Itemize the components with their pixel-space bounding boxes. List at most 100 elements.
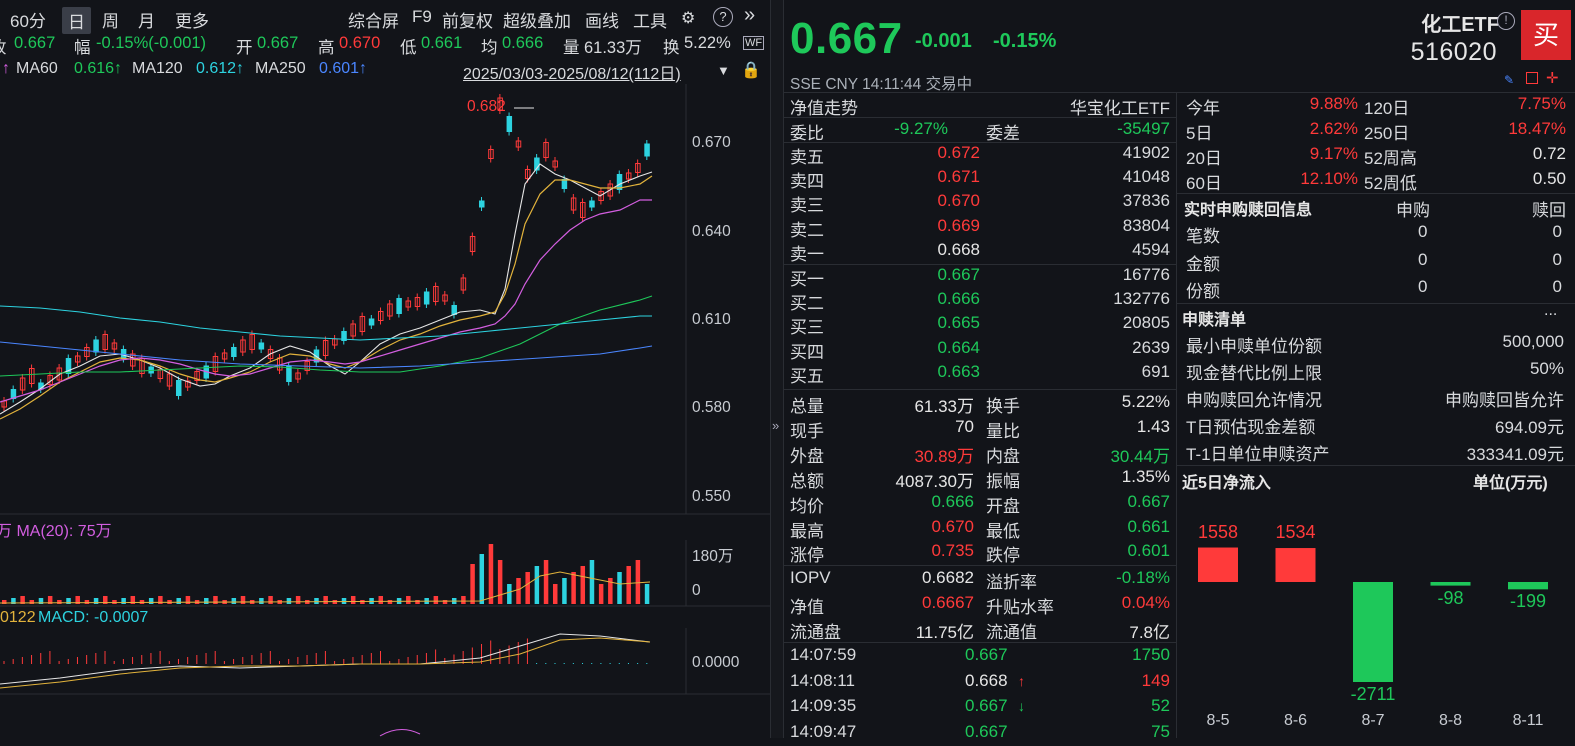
ask-row[interactable]: 卖一 0.668 4594 (790, 240, 1170, 264)
level-price: 0.669 (937, 215, 980, 235)
candle-body (442, 294, 448, 302)
period-month[interactable]: 月 (138, 12, 155, 31)
bid-row[interactable]: 买一 0.667 16776 (790, 265, 1170, 289)
ask-row[interactable]: 卖五 0.672 41902 (790, 143, 1170, 167)
lock-icon[interactable]: 🔒 (741, 62, 761, 79)
candle-body (74, 355, 81, 363)
bid-row[interactable]: 买三 0.665 20805 (790, 313, 1170, 337)
inflow-title: 近5日净流入 (1182, 475, 1271, 492)
composite-screen-button[interactable]: 综合屏 (348, 12, 399, 31)
stat-value: 7.8亿 (1129, 623, 1170, 643)
volume-bar (112, 600, 117, 604)
stat-label: 溢折率 (986, 573, 1037, 593)
volume-bar (562, 578, 567, 604)
redeem-list-value: 333341.09元 (1466, 445, 1564, 464)
inflow-date-label: 8-7 (1361, 712, 1385, 729)
redeem-list-value: 申购赎回皆允许 (1445, 391, 1564, 410)
candle-body (570, 197, 577, 211)
level-price: 0.664 (937, 337, 980, 357)
draw-button[interactable]: 画线 (585, 12, 619, 31)
ma5-line (0, 163, 653, 415)
period-day[interactable]: 日 (62, 7, 91, 34)
panel-splitter[interactable]: » (770, 0, 784, 738)
perf-label: 20日 (1186, 149, 1222, 168)
dropdown-triangle-icon[interactable]: ▼ (717, 63, 730, 78)
volume-bar (268, 596, 273, 604)
candle-body (212, 356, 219, 372)
perf-row: 今年 9.88% 120日 7.75% (1186, 94, 1566, 118)
period-60min[interactable]: 60分 (10, 12, 46, 31)
volume-bar (571, 572, 576, 604)
tick-volume: 52 (1151, 696, 1170, 715)
window-icon[interactable] (1526, 72, 1538, 84)
overlay-button[interactable]: 超级叠加 (503, 12, 571, 31)
perf-value: 9.17% (1309, 144, 1358, 163)
tick-row[interactable]: 14:09:47 0.667 75 (790, 722, 1170, 746)
kline-panel[interactable]: 60分 日 周 月 更多 综合屏 F9 前复权 超级叠加 画线 工具 ⚙ ? »… (0, 0, 770, 738)
tools-button[interactable]: 工具 (633, 12, 667, 31)
range-value: -0.15%(-0.001) (96, 34, 207, 52)
price-change: -0.001 (915, 30, 972, 52)
buy-button[interactable]: 买 (1521, 10, 1571, 60)
stat-row: 最高 0.670 最低 0.661 (790, 517, 1170, 541)
stat-label: 流通值 (986, 623, 1037, 643)
candle-body (460, 277, 467, 291)
info-icon[interactable]: ! (1497, 12, 1515, 30)
ask-row[interactable]: 卖二 0.669 83804 (790, 216, 1170, 240)
nav-trend-label[interactable]: 净值走势 (790, 99, 858, 118)
collapse-arrow-icon[interactable]: » (772, 418, 780, 433)
volume-bar (323, 596, 328, 604)
add-icon[interactable]: ✛ (1546, 70, 1559, 87)
expand-icon[interactable]: » (744, 4, 756, 26)
bid-row[interactable]: 买二 0.666 132776 (790, 289, 1170, 313)
tick-row[interactable]: 14:08:11 0.668 ↑ 149 (790, 671, 1170, 695)
stat-label: 换手 (986, 397, 1020, 416)
tick-time: 14:09:35 (790, 696, 857, 715)
inflow-date-label: 8-11 (1512, 712, 1544, 729)
tick-time: 14:07:59 (790, 645, 857, 664)
price-axis-tick: 0.670 (692, 134, 731, 151)
bid-row[interactable]: 买四 0.664 2639 (790, 338, 1170, 362)
period-week[interactable]: 周 (102, 12, 119, 31)
volume-bar (66, 598, 71, 604)
ask-row[interactable]: 卖三 0.670 37836 (790, 191, 1170, 215)
fund-fullname: 华宝化工ETF (1069, 99, 1170, 118)
stat-value: 0.661 (1127, 516, 1170, 536)
volume-bar (387, 600, 393, 604)
ask-row[interactable]: 卖四 0.671 41048 (790, 167, 1170, 191)
more-button[interactable]: ... (1544, 302, 1558, 319)
stat-row: 外盘 30.89万 内盘 30.44万 (790, 442, 1170, 466)
edit-icon[interactable]: ✎ (1504, 73, 1515, 87)
tick-row[interactable]: 14:09:35 0.667 ↓ 52 (790, 696, 1170, 720)
perf-label: 52周低 (1364, 174, 1417, 193)
stat-value: 4087.30万 (895, 471, 974, 491)
inflow-chart (1198, 547, 1548, 682)
candle-body (543, 142, 549, 158)
candle-body (231, 347, 237, 357)
tick-row[interactable]: 14:07:59 0.667 1750 (790, 645, 1170, 669)
bid-row[interactable]: 买五 0.663 691 (790, 362, 1170, 386)
tick-price: 0.667 (965, 696, 1008, 715)
perf-value: 18.47% (1508, 119, 1566, 138)
perf-value: 9.88% (1309, 94, 1358, 113)
nav-row[interactable]: 净值走势 华宝化工ETF (790, 94, 1170, 118)
vol-value: 61.33万 (584, 39, 642, 57)
volume-bar (488, 544, 494, 604)
adjust-button[interactable]: 前复权 (442, 12, 493, 31)
help-icon[interactable]: ? (713, 7, 733, 27)
gear-icon[interactable]: ⚙ (681, 10, 696, 27)
stat-row: 现手 70 量比 1.43 (790, 417, 1170, 441)
stat-value: 0.667 (1127, 491, 1170, 511)
candle-body (56, 367, 63, 381)
candle-body (497, 97, 503, 111)
kline-chart-svg[interactable] (0, 84, 770, 738)
f9-button[interactable]: F9 (412, 7, 432, 26)
volume-bar (406, 596, 411, 604)
redeem-info-value: 0 (1418, 222, 1428, 241)
redeem-info-value: 0 (1418, 249, 1428, 269)
ma-arrow-icon: ↑ (2, 60, 10, 77)
period-more[interactable]: 更多 (175, 12, 209, 31)
date-range-selector[interactable]: 2025/03/03-2025/08/12(112日) (463, 66, 681, 83)
volume-bar (580, 566, 586, 604)
screenshot-icon[interactable]: WF (743, 36, 765, 50)
